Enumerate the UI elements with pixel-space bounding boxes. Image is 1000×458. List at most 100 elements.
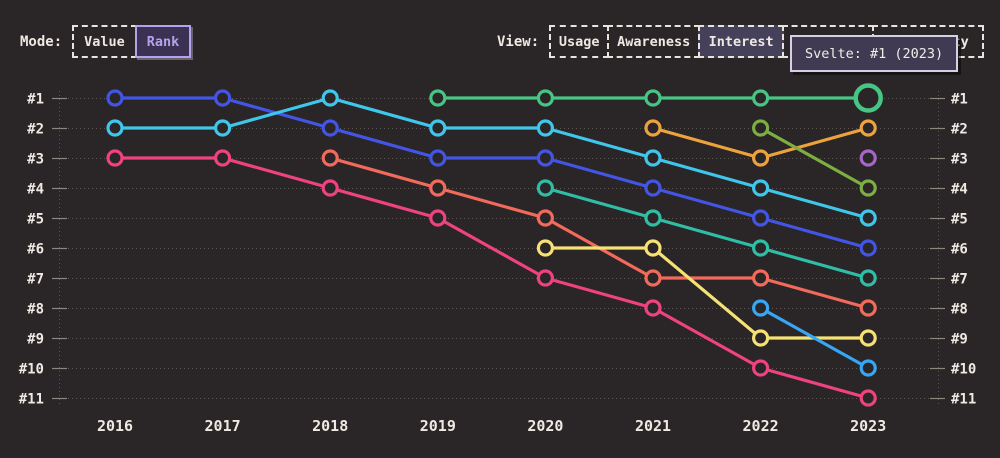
series-line-series-royal-blue xyxy=(113,96,870,250)
point-series-pink-2020[interactable] xyxy=(536,269,555,287)
point-series-yellow-2023[interactable] xyxy=(859,329,877,347)
point-series-orange-2023[interactable] xyxy=(859,119,877,137)
rank-label-right-10: #10 xyxy=(951,362,976,378)
point-series-teal-2020[interactable] xyxy=(536,179,555,197)
x-axis-label-2019: 2019 xyxy=(420,417,456,435)
x-axis-label-2017: 2017 xyxy=(205,417,241,435)
series-line-series-teal xyxy=(543,186,870,280)
point-svelte-2020[interactable] xyxy=(536,89,555,107)
point-series-salmon-2021[interactable] xyxy=(644,269,662,287)
point-series-orange-2022[interactable] xyxy=(751,149,770,167)
point-series-cyan-2020[interactable] xyxy=(536,119,555,137)
series-line-series-salmon xyxy=(328,156,870,310)
rank-label-left-5: #5 xyxy=(27,212,44,228)
view-option-awareness[interactable]: Awareness xyxy=(607,25,701,58)
point-series-royal-blue-2020[interactable] xyxy=(536,149,555,167)
point-series-yellow-2022[interactable] xyxy=(751,329,770,347)
point-series-salmon-2020[interactable] xyxy=(536,209,555,227)
point-series-cyan-2023[interactable] xyxy=(859,209,877,227)
point-series-orange-2021[interactable] xyxy=(644,119,662,137)
point-series-royal-blue-2017[interactable] xyxy=(214,89,232,107)
mode-label: Mode: xyxy=(20,33,63,50)
rank-label-right-11: #11 xyxy=(951,392,976,408)
point-series-pink-2022[interactable] xyxy=(751,359,770,377)
point-series-olive-2023[interactable] xyxy=(859,179,877,197)
point-series-light-blue-2023[interactable] xyxy=(859,359,877,377)
rank-label-right-4: #4 xyxy=(951,182,968,198)
view-option-usage[interactable]: Usage xyxy=(549,25,610,58)
point-series-pink-2021[interactable] xyxy=(644,299,662,317)
point-series-salmon-2019[interactable] xyxy=(429,179,447,197)
point-series-olive-2022[interactable] xyxy=(751,119,770,137)
point-series-salmon-2018[interactable] xyxy=(321,149,339,167)
point-series-salmon-2023[interactable] xyxy=(859,299,877,317)
x-axis-label-2016: 2016 xyxy=(97,417,133,435)
point-series-teal-2022[interactable] xyxy=(751,239,770,257)
rank-label-left-9: #9 xyxy=(27,332,44,348)
rank-label-left-7: #7 xyxy=(27,272,44,288)
point-series-teal-2023[interactable] xyxy=(859,269,877,287)
point-series-pink-2018[interactable] xyxy=(321,179,339,197)
point-series-pink-2017[interactable] xyxy=(214,149,232,167)
x-axis-label-2022: 2022 xyxy=(743,417,779,435)
point-series-light-blue-2022[interactable] xyxy=(751,299,770,317)
rank-label-left-2: #2 xyxy=(27,122,44,138)
point-series-pink-2016[interactable] xyxy=(106,149,124,167)
point-series-purple-2023[interactable] xyxy=(859,149,877,167)
mode-control: Mode: Value Rank xyxy=(20,25,192,58)
point-svelte-2019[interactable] xyxy=(429,89,447,107)
rank-label-right-3: #3 xyxy=(951,152,968,168)
rank-label-left-11: #11 xyxy=(19,392,44,408)
point-series-pink-2019[interactable] xyxy=(429,209,447,227)
point-series-royal-blue-2021[interactable] xyxy=(644,179,662,197)
point-series-cyan-2019[interactable] xyxy=(429,119,447,137)
rank-label-right-5: #5 xyxy=(951,212,968,228)
point-series-royal-blue-2022[interactable] xyxy=(751,209,770,227)
rank-label-right-2: #2 xyxy=(951,122,968,138)
rank-label-right-6: #6 xyxy=(951,242,968,258)
rank-label-left-8: #8 xyxy=(27,302,44,318)
rank-label-left-1: #1 xyxy=(27,92,44,108)
rank-label-right-1: #1 xyxy=(951,92,968,108)
mode-button-group: Value Rank xyxy=(72,25,192,58)
rank-label-left-3: #3 xyxy=(27,152,44,168)
point-series-royal-blue-2016[interactable] xyxy=(106,89,124,107)
x-axis-label-2023: 2023 xyxy=(850,417,886,435)
series-line-series-cyan xyxy=(113,96,870,220)
series-line-series-light-blue xyxy=(758,306,870,370)
rank-label-right-9: #9 xyxy=(951,332,968,348)
point-svelte-2022[interactable] xyxy=(751,89,770,107)
point-series-yellow-2020[interactable] xyxy=(536,239,555,257)
rank-label-left-6: #6 xyxy=(27,242,44,258)
point-svelte-2021[interactable] xyxy=(644,89,662,107)
point-series-cyan-2022[interactable] xyxy=(751,179,770,197)
point-series-pink-2023[interactable] xyxy=(859,389,877,407)
point-series-teal-2021[interactable] xyxy=(644,209,662,227)
chart-tooltip: Svelte: #1 (2023) xyxy=(790,35,959,72)
view-option-interest[interactable]: Interest xyxy=(698,25,785,58)
point-series-royal-blue-2023[interactable] xyxy=(859,239,877,257)
point-series-cyan-2017[interactable] xyxy=(214,119,232,137)
x-axis-label-2020: 2020 xyxy=(527,417,563,435)
point-series-yellow-2021[interactable] xyxy=(644,239,662,257)
rank-label-left-4: #4 xyxy=(27,182,44,198)
mode-option-rank[interactable]: Rank xyxy=(134,25,192,58)
rank-label-right-8: #8 xyxy=(951,302,968,318)
x-axis-label-2021: 2021 xyxy=(635,417,671,435)
rank-label-right-7: #7 xyxy=(951,272,968,288)
mode-option-value[interactable]: Value xyxy=(72,25,137,58)
series-line-series-pink xyxy=(113,156,870,400)
point-series-cyan-2018[interactable] xyxy=(321,89,339,107)
point-series-cyan-2016[interactable] xyxy=(106,119,124,137)
rank-label-left-10: #10 xyxy=(19,362,44,378)
point-series-royal-blue-2018[interactable] xyxy=(321,119,339,137)
point-series-salmon-2022[interactable] xyxy=(751,269,770,287)
view-label: View: xyxy=(497,33,540,50)
point-series-cyan-2021[interactable] xyxy=(644,149,662,167)
x-axis-label-2018: 2018 xyxy=(312,417,348,435)
point-series-royal-blue-2019[interactable] xyxy=(429,149,447,167)
series-line-series-olive xyxy=(758,126,870,190)
point-svelte-2023[interactable] xyxy=(853,83,883,113)
